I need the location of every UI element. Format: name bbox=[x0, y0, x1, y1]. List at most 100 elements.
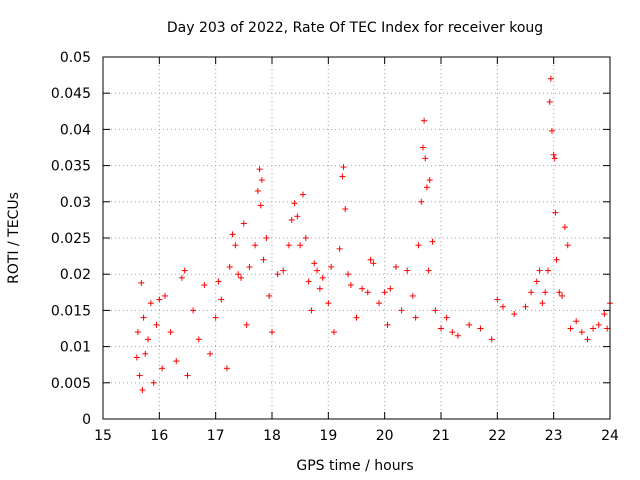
data-point bbox=[578, 329, 585, 336]
data-point bbox=[552, 209, 559, 216]
x-tick-label: 20 bbox=[376, 428, 394, 444]
data-point bbox=[364, 289, 371, 296]
data-point bbox=[567, 325, 574, 332]
data-point bbox=[184, 372, 191, 379]
data-point bbox=[595, 321, 602, 328]
data-point bbox=[336, 245, 343, 252]
data-point bbox=[429, 238, 436, 245]
data-point bbox=[376, 300, 383, 307]
data-point bbox=[167, 329, 174, 336]
data-point bbox=[142, 350, 149, 357]
data-point bbox=[559, 292, 566, 299]
data-point bbox=[584, 336, 591, 343]
y-tick-label: 0.04 bbox=[60, 122, 91, 138]
data-point bbox=[291, 200, 298, 207]
data-point bbox=[238, 274, 245, 281]
x-tick-label: 23 bbox=[545, 428, 563, 444]
data-point bbox=[260, 256, 267, 263]
data-point bbox=[551, 155, 558, 162]
y-tick-label: 0 bbox=[82, 412, 91, 428]
data-point bbox=[347, 282, 354, 289]
data-point bbox=[246, 263, 253, 270]
data-point bbox=[325, 300, 332, 307]
data-point bbox=[153, 321, 160, 328]
data-point bbox=[353, 314, 360, 321]
y-tick-label: 0.02 bbox=[60, 267, 91, 283]
data-point bbox=[601, 311, 608, 318]
chart-title: Day 203 of 2022, Rate Of TEC Index for r… bbox=[167, 20, 543, 36]
data-point bbox=[384, 321, 391, 328]
data-point bbox=[215, 278, 222, 285]
data-point bbox=[494, 296, 501, 303]
data-point bbox=[297, 242, 304, 249]
data-point bbox=[381, 289, 388, 296]
data-point bbox=[263, 235, 270, 241]
data-point bbox=[212, 314, 219, 321]
data-point bbox=[412, 314, 419, 321]
data-point bbox=[370, 260, 377, 267]
y-tick-label: 0.015 bbox=[51, 303, 91, 319]
data-point bbox=[285, 242, 292, 249]
data-point bbox=[528, 289, 535, 296]
data-point bbox=[454, 332, 461, 339]
data-point bbox=[305, 278, 312, 285]
data-point bbox=[547, 75, 554, 82]
data-point bbox=[147, 300, 154, 307]
data-point bbox=[546, 98, 553, 105]
data-point bbox=[573, 318, 580, 325]
data-point bbox=[229, 231, 236, 238]
data-point bbox=[314, 267, 321, 274]
data-point bbox=[387, 285, 394, 292]
data-point bbox=[398, 307, 405, 314]
x-tick-label: 22 bbox=[488, 428, 506, 444]
data-point bbox=[330, 329, 337, 336]
data-point bbox=[140, 314, 147, 321]
data-point bbox=[274, 271, 281, 278]
data-point bbox=[422, 155, 429, 162]
data-point bbox=[226, 263, 233, 270]
data-point bbox=[522, 303, 529, 310]
data-point bbox=[243, 321, 250, 328]
data-point bbox=[138, 279, 145, 286]
data-point bbox=[561, 224, 568, 231]
data-point bbox=[340, 164, 347, 171]
data-point bbox=[161, 292, 168, 299]
y-axis-title: ROTI / TECUs bbox=[6, 192, 22, 284]
data-point bbox=[316, 285, 323, 292]
y-tick-label: 0.03 bbox=[60, 195, 91, 211]
x-tick-label: 24 bbox=[601, 428, 619, 444]
data-point bbox=[418, 198, 425, 205]
data-point bbox=[150, 379, 157, 386]
data-point bbox=[432, 307, 439, 314]
data-point bbox=[133, 354, 140, 361]
y-tick-label: 0.05 bbox=[60, 50, 91, 66]
x-tick-label: 18 bbox=[263, 428, 281, 444]
data-point bbox=[195, 336, 202, 343]
data-point bbox=[345, 271, 352, 278]
x-tick-label: 15 bbox=[94, 428, 112, 444]
data-point bbox=[545, 267, 552, 274]
data-point bbox=[604, 325, 611, 332]
data-point bbox=[536, 267, 543, 274]
data-point bbox=[223, 365, 230, 372]
data-point bbox=[294, 213, 301, 220]
data-point bbox=[466, 321, 473, 328]
data-point bbox=[449, 329, 456, 336]
data-point bbox=[438, 325, 444, 332]
data-point bbox=[235, 271, 242, 278]
data-point bbox=[404, 267, 411, 274]
data-point bbox=[258, 177, 265, 184]
data-point bbox=[590, 325, 597, 332]
data-point bbox=[201, 282, 208, 289]
data-point bbox=[533, 278, 540, 285]
data-point bbox=[423, 184, 430, 191]
data-point bbox=[178, 274, 185, 281]
data-point bbox=[181, 267, 188, 274]
data-point bbox=[232, 242, 239, 249]
data-point bbox=[136, 372, 143, 379]
data-point bbox=[299, 191, 306, 198]
data-point bbox=[207, 350, 214, 357]
y-tick-label: 0.035 bbox=[51, 159, 91, 175]
data-point bbox=[488, 336, 495, 343]
